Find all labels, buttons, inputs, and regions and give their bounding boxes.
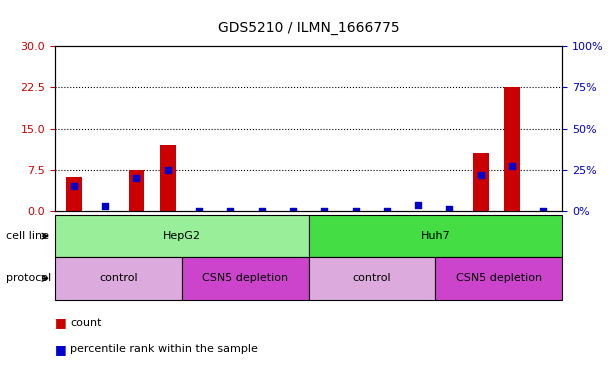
Text: ■: ■: [55, 343, 67, 356]
Text: protocol: protocol: [6, 273, 51, 283]
Point: [163, 167, 172, 173]
Point: [351, 208, 360, 214]
Text: HepG2: HepG2: [163, 231, 201, 241]
Bar: [128, 170, 144, 211]
Point: [69, 184, 79, 190]
Text: control: control: [99, 273, 137, 283]
Point: [100, 203, 110, 209]
Point: [507, 163, 517, 169]
Text: CSN5 depletion: CSN5 depletion: [456, 273, 542, 283]
Text: cell line: cell line: [6, 231, 49, 241]
Point: [382, 208, 392, 214]
Point: [445, 206, 455, 212]
Bar: [473, 153, 489, 211]
Text: percentile rank within the sample: percentile rank within the sample: [70, 344, 258, 354]
Bar: [66, 177, 82, 211]
Text: Huh7: Huh7: [420, 231, 450, 241]
Text: control: control: [353, 273, 391, 283]
Text: CSN5 depletion: CSN5 depletion: [202, 273, 288, 283]
Point: [320, 208, 329, 214]
Point: [225, 208, 235, 214]
Point: [476, 172, 486, 178]
Bar: [160, 145, 175, 211]
Text: count: count: [70, 318, 102, 328]
Point: [288, 208, 298, 214]
Text: ■: ■: [55, 316, 67, 329]
Point: [194, 208, 204, 214]
Point: [257, 208, 266, 214]
Point: [538, 208, 548, 214]
Bar: [504, 88, 520, 211]
Text: GDS5210 / ILMN_1666775: GDS5210 / ILMN_1666775: [218, 21, 400, 35]
Point: [413, 202, 423, 209]
Point: [131, 175, 141, 181]
